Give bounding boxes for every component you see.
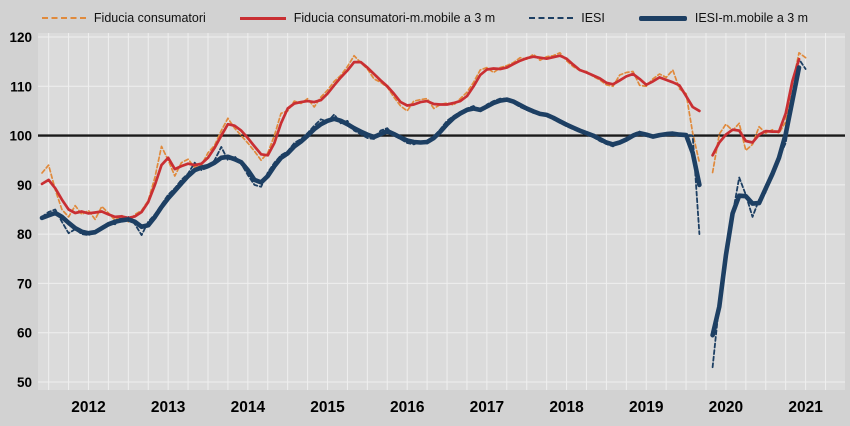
series-line-fiducia-consumatori-m-mobile-a-3-m — [40, 54, 701, 220]
x-axis-year-label: 2014 — [231, 399, 266, 416]
legend-solid-line-icon — [239, 16, 286, 20]
legend-label: IESI-m.mobile a 3 m — [694, 11, 809, 25]
legend-label: Fiducia consumatori-m.mobile a 3 m — [293, 11, 496, 25]
y-axis-tick-label: 120 — [9, 30, 32, 45]
legend-item-iesi: IESI — [529, 11, 605, 25]
legend-dashed-line-icon — [41, 17, 86, 19]
y-axis-tick-label: 110 — [10, 79, 32, 94]
legend: Fiducia consumatori Fiducia consumatori-… — [0, 6, 850, 30]
x-axis-year-label: 2018 — [549, 399, 584, 416]
series-line-fiducia-consumatori-m-mobile-a-3-m — [711, 57, 801, 157]
legend-dashed-line-icon — [529, 17, 574, 19]
x-axis-year-label: 2015 — [310, 399, 345, 416]
series-line-iesi-m-mobile-a-3-m — [39, 97, 702, 236]
x-axis-year-label: 2019 — [629, 399, 664, 416]
y-axis-tick-label: 90 — [17, 178, 32, 193]
legend-item-fiducia-mobile: Fiducia consumatori-m.mobile a 3 m — [239, 11, 496, 25]
legend-item-fiducia-consumatori: Fiducia consumatori — [41, 11, 206, 25]
legend-solid-line-icon — [638, 15, 687, 21]
y-axis-tick-label: 100 — [9, 129, 32, 144]
legend-item-iesi-mobile: IESI-m.mobile a 3 m — [638, 11, 809, 25]
legend-label: Fiducia consumatori — [93, 11, 206, 25]
y-axis-tick-label: 80 — [17, 227, 32, 242]
x-axis-year-label: 2012 — [71, 399, 105, 416]
y-axis-tick-label: 60 — [17, 326, 32, 341]
series-line-iesi-m-mobile-a-3-m — [710, 65, 802, 338]
plot-background — [38, 33, 845, 390]
x-axis-year-label: 2016 — [390, 399, 425, 416]
x-axis-year-label: 2020 — [709, 399, 743, 416]
y-axis-tick-label: 70 — [17, 276, 32, 291]
x-axis-year-label: 2013 — [151, 399, 186, 416]
x-axis-year-label: 2021 — [788, 399, 823, 416]
legend-label: IESI — [581, 11, 605, 25]
x-axis-year-label: 2017 — [470, 399, 504, 416]
y-axis-tick-label: 50 — [17, 375, 32, 390]
